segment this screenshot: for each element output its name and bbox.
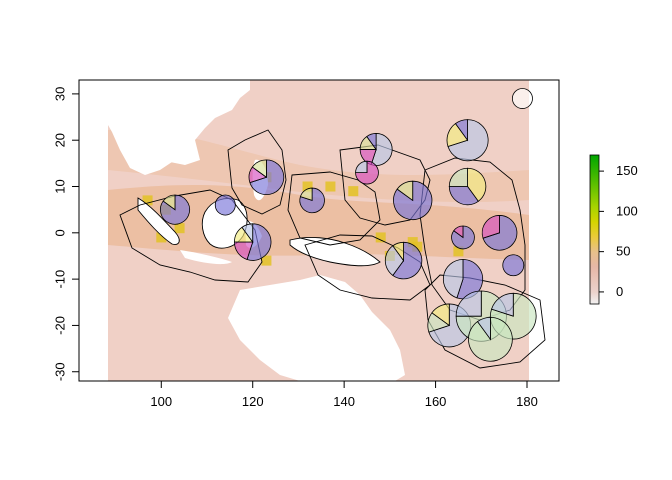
pie-slice [448,186,479,206]
y-tick-label: 0 [52,229,67,236]
coastline-sumatra [137,197,180,245]
colorbar-legend: 0 50 100 150 [589,154,638,305]
pie-chart [442,259,484,300]
pie-chart [468,316,513,362]
pie-slice [366,133,377,151]
raster-hotspot [375,232,386,243]
pie-chart [159,194,190,225]
raster-hotspot [325,181,336,192]
x-tick-label: 180 [516,394,538,409]
pies-layer [159,88,537,362]
pie-slice [162,194,176,211]
pie-chart [448,167,487,206]
pie-slice [491,292,514,317]
y-tick-label: 20 [52,133,67,147]
pie-slice [299,187,313,201]
pie-slice [448,167,468,187]
pie-slice [482,215,518,251]
pie-chart [446,119,489,162]
colorbar-gradient [589,154,600,305]
pie-slice [502,254,525,277]
x-tick-label: 160 [425,394,447,409]
colorbar-tick-label: 150 [616,163,638,178]
pie-chart [393,180,433,220]
pie-slice [396,180,414,202]
colorbar-tick-label: 0 [616,284,623,299]
pie-slice [455,290,482,317]
pie-chart [502,254,525,277]
pie-chart [511,88,533,109]
pie-slice [442,259,464,299]
land-mask-sumatra [138,198,180,245]
raster-hotspot [412,241,423,252]
x-axis: 100 120 140 160 180 [150,380,538,409]
pie-chart [384,241,423,280]
land-mask-java [180,250,232,265]
land-mask-northwest [108,80,250,175]
raster-hotspot [142,195,153,206]
pie-chart [451,225,475,250]
pie-slice [214,194,236,216]
pie-slice [453,225,464,239]
raster-hotspot [156,232,167,243]
y-tick-label: -20 [52,316,67,335]
colorbar-tick-label: 100 [616,203,638,218]
y-axis: 30 20 10 0 -10 -20 -30 [52,87,80,381]
pie-slice [355,160,368,174]
pie-slice [476,316,491,341]
pie-slice [392,241,404,262]
x-tick-label: 100 [150,394,172,409]
pie-chart [481,215,518,251]
pie-chart [359,133,393,166]
pie-chart [355,160,379,185]
pie-chart [299,187,325,214]
colorbar-tick-label: 50 [616,244,630,259]
raster-hotspot [453,246,464,257]
raster-hotspot [302,181,313,192]
y-tick-label: 10 [52,179,67,193]
pie-slice [454,119,468,142]
x-tick-label: 120 [242,394,264,409]
pie-slice [511,88,533,109]
land-mask-australia [228,275,405,381]
y-tick-label: 30 [52,87,67,101]
x-tick-label: 140 [333,394,355,409]
coastline-new-guinea [289,236,381,267]
raster-hotspot [261,255,272,266]
y-tick-label: -30 [52,362,67,381]
raster-hotspot [348,186,359,197]
y-tick-label: -10 [52,270,67,289]
pie-slice [241,223,254,244]
colorbar-ticks: 0 50 100 150 [599,163,638,299]
land-mask-new-guinea [290,237,380,266]
pie-slice [431,303,450,327]
eez-outline-philippines [227,129,287,215]
pie-chart [248,159,285,195]
pie-slice [392,241,423,280]
land-mask-asia [150,128,200,165]
pie-slice [467,167,487,202]
pie-chart [234,223,272,261]
eez-outline-central [287,171,381,246]
pie-slice [384,245,405,276]
pie-slice [481,215,500,239]
pie-slice [251,159,267,179]
pie-slice [355,160,379,185]
pie-chart [214,194,236,216]
raster-hotspot [174,223,185,234]
